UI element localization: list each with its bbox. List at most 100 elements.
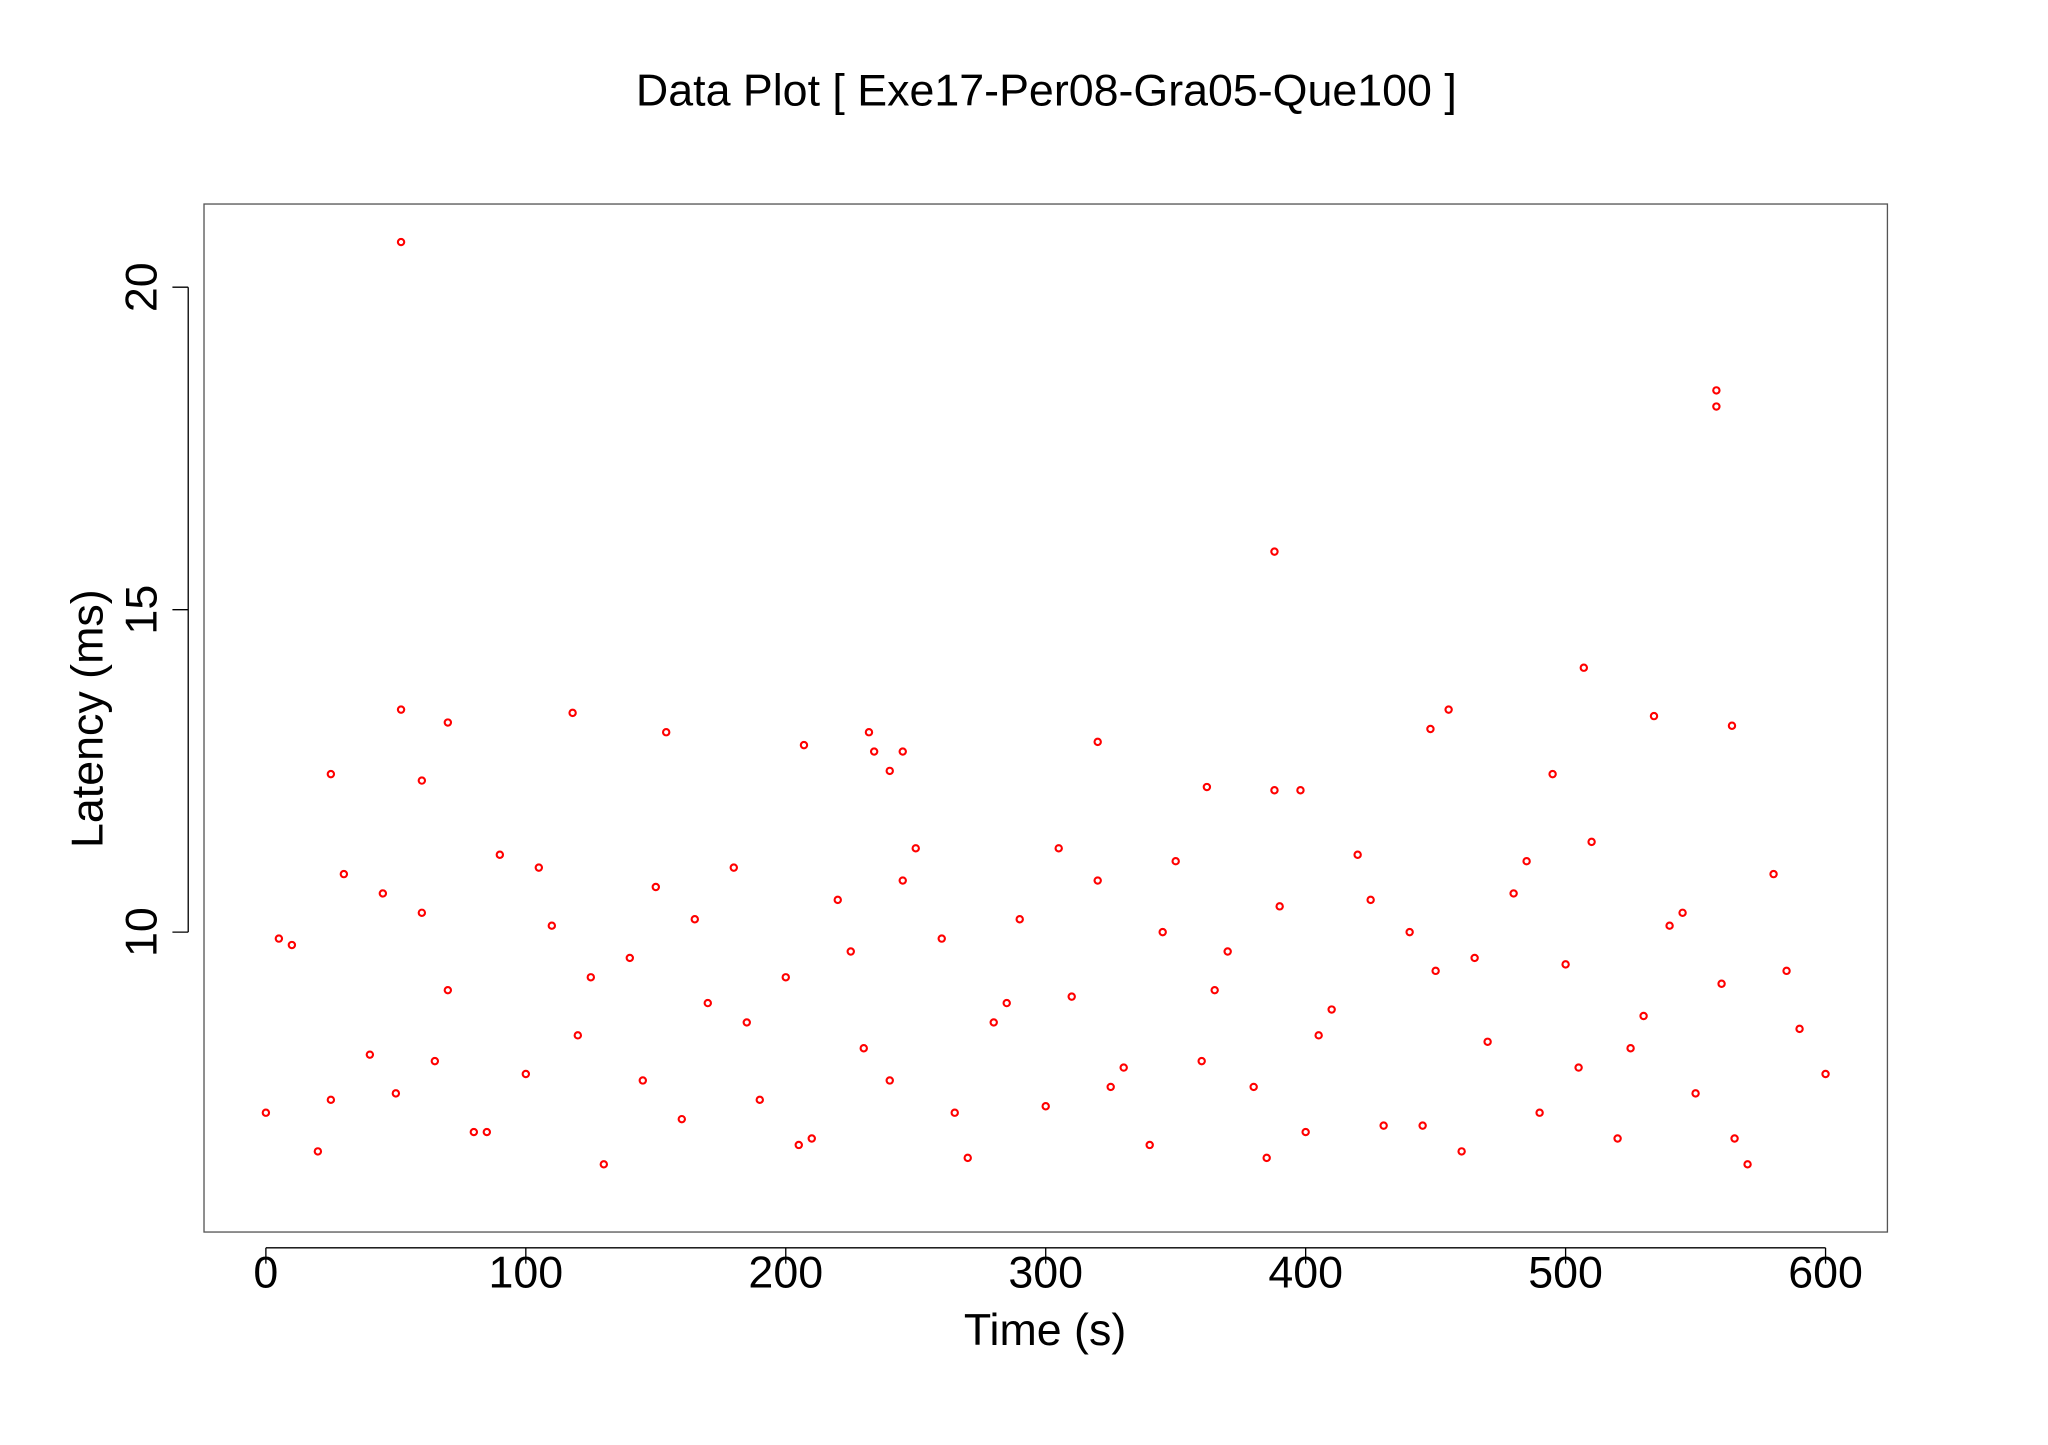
point [661, 728, 671, 737]
point [742, 1018, 751, 1027]
point [1574, 1063, 1583, 1072]
x-axis-label: Time (s) [964, 1305, 1126, 1355]
point [1314, 1031, 1323, 1040]
point [1202, 782, 1212, 792]
point [1717, 979, 1726, 988]
point [1730, 1134, 1739, 1143]
point [1509, 889, 1518, 898]
point [898, 876, 907, 885]
point [1665, 921, 1674, 930]
point [846, 947, 855, 956]
point [1418, 1121, 1427, 1130]
point [1296, 786, 1305, 795]
point [1145, 1140, 1154, 1150]
point [1002, 998, 1011, 1008]
point [1712, 402, 1721, 411]
point [586, 973, 596, 982]
x-tick-label: 600 [1788, 1247, 1863, 1297]
point [1405, 927, 1414, 937]
point [898, 747, 907, 756]
point [396, 705, 406, 714]
point [396, 237, 406, 247]
point [1561, 960, 1570, 969]
point [443, 718, 453, 727]
point [950, 1108, 959, 1117]
point [274, 934, 284, 943]
point [391, 1089, 401, 1098]
point [547, 921, 557, 930]
y-tick-label: 10 [117, 907, 167, 957]
point [378, 889, 388, 898]
point [1197, 1056, 1206, 1066]
y-tick-label: 20 [117, 262, 167, 312]
x-tick-label: 0 [253, 1247, 278, 1297]
point [1262, 1153, 1271, 1163]
point [1301, 1127, 1310, 1137]
chart-title: Data Plot [ Exe17-Per08-Gra05-Que100 ] [636, 65, 1457, 115]
point [1678, 908, 1687, 918]
point [1275, 902, 1284, 911]
point [859, 1044, 868, 1053]
point [1587, 837, 1596, 847]
point [568, 708, 577, 718]
point [989, 1018, 998, 1027]
point [625, 953, 635, 963]
point [1093, 737, 1102, 747]
point [1649, 711, 1659, 721]
point [339, 869, 349, 879]
point [911, 844, 920, 853]
point [1119, 1063, 1128, 1072]
point [1015, 915, 1024, 924]
y-tick-label: 15 [117, 585, 167, 635]
point [1158, 927, 1167, 937]
x-tick-label: 400 [1268, 1247, 1343, 1297]
point [417, 776, 427, 785]
point [781, 973, 790, 982]
point [799, 740, 809, 750]
point [1821, 1069, 1830, 1079]
point [1727, 721, 1737, 730]
point [1470, 953, 1479, 963]
point [1327, 1005, 1336, 1014]
point [1067, 992, 1076, 1001]
point [1522, 856, 1531, 866]
point [1041, 1102, 1050, 1111]
point [365, 1050, 375, 1059]
point [313, 1147, 323, 1156]
point [1431, 966, 1440, 976]
point [287, 940, 297, 950]
point [326, 769, 336, 779]
point [1093, 876, 1102, 885]
point [794, 1140, 803, 1150]
point [864, 728, 874, 737]
point [482, 1127, 492, 1137]
point [261, 1108, 271, 1117]
point [1426, 724, 1435, 734]
point [638, 1076, 648, 1085]
point [1769, 869, 1778, 879]
point [1535, 1108, 1544, 1117]
point [573, 1031, 583, 1040]
point [1548, 769, 1557, 779]
x-tick-label: 100 [488, 1247, 563, 1297]
point [599, 1160, 609, 1169]
point [807, 1134, 816, 1143]
x-tick-label: 200 [748, 1247, 823, 1297]
point [1270, 547, 1279, 556]
point [963, 1153, 972, 1163]
point [1579, 663, 1589, 672]
y-axis-label: Latency (ms) [63, 589, 113, 848]
point [885, 766, 894, 776]
point [1795, 1024, 1804, 1034]
point [690, 915, 700, 924]
point [1626, 1044, 1635, 1053]
point [1054, 844, 1063, 853]
point [885, 1076, 894, 1085]
point [1249, 1082, 1258, 1092]
point [417, 908, 427, 918]
point [521, 1069, 531, 1079]
point [677, 1114, 687, 1124]
point [443, 985, 453, 995]
